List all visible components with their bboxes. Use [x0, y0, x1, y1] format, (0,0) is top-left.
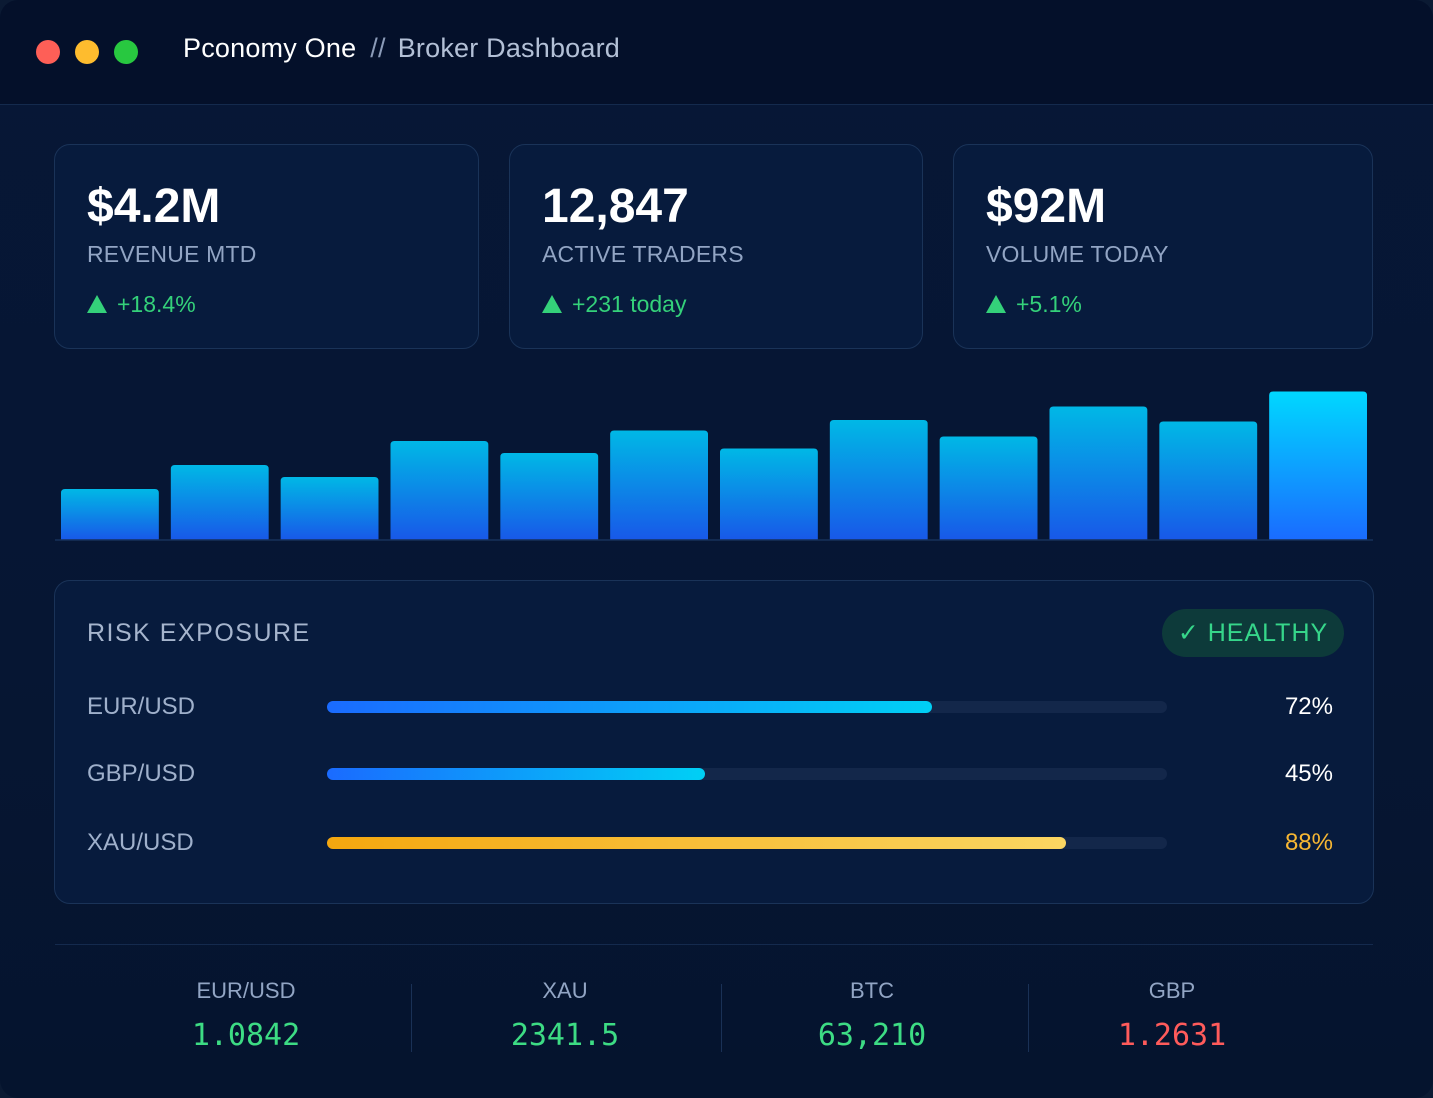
- ticker-separator: [411, 984, 412, 1052]
- chart-bar-8: [829, 420, 928, 540]
- kpi-delta: +5.1%: [986, 291, 1082, 318]
- risk-bar-track: [327, 701, 1167, 713]
- kpi-delta-text: +18.4%: [117, 291, 196, 317]
- app-name: Pconomy One: [183, 33, 357, 63]
- risk-bar-fill: [327, 701, 932, 713]
- maximize-window-button[interactable]: [114, 40, 138, 64]
- status-badge: ✓ HEALTHY: [1162, 609, 1344, 657]
- risk-row-eurusd: EUR/USD 72%: [55, 687, 1373, 727]
- risk-bar-track: [327, 837, 1167, 849]
- ticker-gbp[interactable]: GBP 1.2631: [1062, 978, 1282, 1053]
- window-title: Pconomy One // Broker Dashboard: [183, 33, 620, 64]
- kpi-label: VOLUME TODAY: [986, 241, 1169, 267]
- ticker-price: 1.2631: [1117, 1018, 1227, 1053]
- kpi-label: ACTIVE TRADERS: [542, 241, 744, 267]
- chart-bar-5: [500, 453, 599, 540]
- risk-bar-fill: [327, 768, 705, 780]
- kpi-card-volume: $92M VOLUME TODAY +5.1%: [953, 144, 1373, 349]
- chart-bar-9: [939, 436, 1038, 540]
- ticker-price: 1.0842: [191, 1018, 301, 1053]
- title-separator: //: [370, 33, 386, 63]
- chart-bar-3: [280, 477, 379, 540]
- risk-exposure-panel: RISK EXPOSURE ✓ HEALTHY EUR/USD 72% GBP/…: [54, 580, 1374, 904]
- ticker-symbol: XAU: [542, 978, 588, 1003]
- ticker-btc[interactable]: BTC 63,210: [762, 978, 982, 1053]
- risk-row-xauusd: XAU/USD 88%: [55, 823, 1373, 863]
- ticker-symbol: BTC: [850, 978, 894, 1003]
- ticker-eurusd[interactable]: EUR/USD 1.0842: [136, 978, 356, 1053]
- risk-panel-title: RISK EXPOSURE: [87, 619, 311, 647]
- kpi-delta: +18.4%: [87, 291, 196, 318]
- chart-bar-6: [610, 430, 708, 540]
- page-title: Broker Dashboard: [397, 33, 621, 63]
- kpi-delta-text: +231 today: [572, 291, 687, 317]
- risk-pair-label: GBP/USD: [87, 760, 196, 787]
- chart-bar-4: [390, 441, 489, 540]
- ticker-symbol: EUR/USD: [196, 978, 296, 1003]
- kpi-value: $92M: [986, 180, 1107, 233]
- ticker-xau[interactable]: XAU 2341.5: [455, 978, 675, 1053]
- ticker-price: 63,210: [817, 1018, 927, 1053]
- ticker-price: 2341.5: [510, 1018, 620, 1053]
- footer-divider: [55, 944, 1373, 945]
- risk-percent: 72%: [1284, 693, 1333, 720]
- kpi-value: 12,847: [542, 180, 689, 233]
- trend-up-icon: [542, 295, 562, 313]
- kpi-delta-text: +5.1%: [1016, 291, 1082, 317]
- kpi-label: REVENUE MTD: [87, 241, 257, 267]
- kpi-card-active-traders: 12,847 ACTIVE TRADERS +231 today: [509, 144, 923, 349]
- chart-bar-12: [1269, 391, 1367, 540]
- close-window-button[interactable]: [36, 40, 60, 64]
- chart-bar-11: [1159, 421, 1258, 540]
- kpi-delta: +231 today: [542, 291, 686, 318]
- risk-row-gbpusd: GBP/USD 45%: [55, 754, 1373, 794]
- trend-up-icon: [986, 295, 1006, 313]
- title-bar: Pconomy One // Broker Dashboard: [0, 0, 1433, 105]
- minimize-window-button[interactable]: [75, 40, 99, 64]
- chart-bar-1: [61, 489, 159, 540]
- risk-pair-label: XAU/USD: [87, 829, 194, 856]
- risk-percent: 88%: [1284, 829, 1333, 856]
- check-icon: ✓: [1177, 619, 1208, 647]
- risk-bar-fill: [327, 837, 1067, 849]
- trend-up-icon: [87, 295, 107, 313]
- ticker-separator: [1028, 984, 1029, 1052]
- risk-pair-label: EUR/USD: [87, 693, 196, 720]
- risk-percent: 45%: [1284, 760, 1333, 787]
- ticker-separator: [721, 984, 722, 1052]
- status-text: HEALTHY: [1207, 619, 1329, 647]
- chart-bar-10: [1049, 406, 1148, 540]
- kpi-card-revenue: $4.2M REVENUE MTD +18.4%: [54, 144, 479, 349]
- volume-bar-chart: [55, 391, 1373, 541]
- risk-bar-track: [327, 768, 1167, 780]
- chart-bar-2: [170, 465, 269, 540]
- kpi-value: $4.2M: [87, 180, 221, 233]
- ticker-symbol: GBP: [1148, 978, 1196, 1003]
- chart-bar-7: [720, 448, 818, 540]
